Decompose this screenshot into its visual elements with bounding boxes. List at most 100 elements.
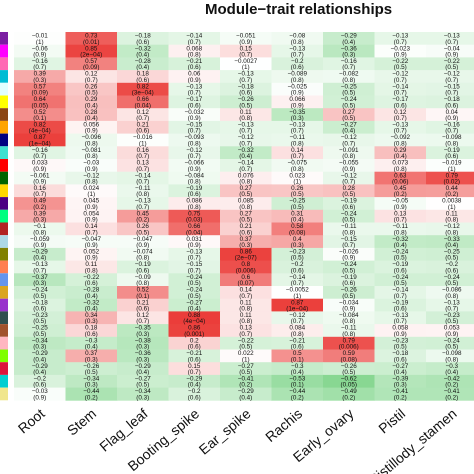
heatmap-cell — [117, 336, 169, 350]
cell-pvalue: (0.4) — [85, 306, 98, 313]
cell-correlation: 0.21 — [137, 122, 150, 129]
heatmap-cell — [65, 108, 118, 122]
cell-pvalue: (0.5) — [239, 217, 252, 224]
cell-correlation: −0.12 — [444, 223, 460, 230]
cell-pvalue: (0.9) — [445, 52, 458, 59]
cell-pvalue: (0.9) — [136, 242, 149, 249]
cell-correlation: 0.26 — [291, 185, 304, 192]
cell-correlation: −0.32 — [238, 147, 254, 154]
cell-pvalue: (0.5) — [291, 255, 304, 262]
cell-correlation: −0.15 — [444, 83, 460, 90]
cell-correlation: −0.15 — [186, 122, 202, 129]
heatmap-cell — [14, 171, 66, 185]
cell-correlation: −0.27 — [135, 376, 151, 383]
module-color-swatch — [0, 324, 8, 337]
heatmap-cell — [117, 171, 169, 185]
cell-pvalue: (0.9) — [342, 306, 355, 313]
heatmap-cell — [323, 349, 375, 363]
cell-correlation: −0.24 — [186, 287, 202, 294]
cell-correlation: −0.032 — [185, 109, 205, 116]
heatmap-cell — [374, 324, 427, 338]
cell-correlation: 0.11 — [240, 312, 252, 319]
heatmap-cell — [117, 247, 169, 261]
cell-correlation: −0.11 — [290, 134, 306, 141]
cell-pvalue: (0.7) — [445, 77, 458, 84]
cell-pvalue: (0.9) — [188, 115, 201, 122]
cell-pvalue: (0.4) — [85, 293, 98, 300]
cell-correlation: −0.084 — [185, 172, 205, 179]
heatmap-cell — [168, 108, 221, 122]
cell-pvalue: (0.5) — [394, 280, 407, 287]
module-color-swatch — [0, 197, 8, 210]
cell-pvalue: (2e−07) — [235, 255, 257, 262]
cell-correlation: 0.8 — [241, 261, 250, 268]
heatmap-cell — [426, 82, 474, 96]
heatmap-cell — [14, 184, 66, 198]
heatmap-cell — [323, 120, 375, 134]
heatmap-cell — [374, 44, 427, 58]
cell-correlation: 0.75 — [188, 210, 201, 217]
heatmap-cell — [220, 387, 272, 401]
cell-correlation: −0.12 — [392, 71, 408, 78]
cell-pvalue: (0.5) — [85, 369, 98, 376]
cell-correlation: −0.2 — [291, 58, 304, 65]
heatmap-cell — [426, 336, 474, 350]
heatmap-cell — [323, 146, 375, 160]
cell-correlation: −0.24 — [392, 249, 408, 256]
cell-correlation: −0.09 — [135, 274, 151, 281]
cell-pvalue: (1) — [293, 179, 301, 186]
cell-pvalue: (0.7) — [291, 318, 304, 325]
cell-correlation: −0.17 — [392, 96, 408, 103]
cell-correlation: 0.29 — [394, 147, 407, 154]
cell-correlation: 0.11 — [240, 109, 252, 116]
cell-pvalue: (0.7) — [239, 128, 252, 135]
module-color-swatch — [0, 286, 8, 299]
cell-correlation: −0.086 — [442, 287, 462, 294]
cell-pvalue: (0.9) — [33, 242, 46, 249]
heatmap-cell — [374, 235, 427, 249]
heatmap-cell — [14, 247, 66, 261]
cell-correlation: 0.18 — [137, 71, 150, 78]
heatmap-cell — [323, 108, 375, 122]
heatmap-cell — [220, 349, 272, 363]
heatmap-cell — [426, 324, 474, 338]
cell-pvalue: (0.9) — [188, 166, 201, 173]
cell-correlation: 0.6 — [241, 274, 250, 281]
cell-correlation: −0.27 — [238, 363, 254, 370]
heatmap-cell — [220, 82, 272, 96]
cell-pvalue: (0.5) — [291, 191, 304, 198]
cell-correlation: −0.14 — [135, 172, 151, 179]
cell-correlation: −0.32 — [135, 45, 151, 52]
heatmap-cell — [220, 273, 272, 287]
heatmap-cell — [117, 260, 169, 274]
heatmap-cell — [14, 336, 66, 350]
cell-pvalue: (0.8) — [136, 255, 149, 262]
cell-correlation: −0.06 — [32, 45, 48, 52]
heatmap-cell — [65, 311, 118, 325]
heatmap-cell — [117, 120, 169, 134]
cell-correlation: −0.14 — [238, 160, 254, 167]
cell-correlation: 0.14 — [240, 287, 253, 294]
heatmap-cell — [117, 374, 169, 388]
heatmap-cell — [271, 120, 324, 134]
heatmap-cell — [14, 374, 66, 388]
heatmap-cell — [220, 146, 272, 160]
heatmap-cell — [168, 70, 221, 84]
heatmap-cell — [426, 286, 474, 300]
heatmap-cell — [168, 95, 221, 109]
heatmap-cell — [168, 120, 221, 134]
cell-correlation: 0.86 — [240, 249, 253, 256]
cell-correlation: 0.15 — [240, 45, 253, 52]
heatmap-cell — [374, 374, 427, 388]
cell-correlation: −0.091 — [339, 147, 359, 154]
cell-correlation: −0.14 — [392, 83, 408, 90]
cell-correlation: −0.092 — [391, 134, 411, 141]
cell-correlation: −0.016 — [133, 134, 153, 141]
heatmap-cell — [323, 362, 375, 376]
cell-pvalue: (0.8) — [136, 191, 149, 198]
heatmap-cell — [374, 70, 427, 84]
cell-correlation: −0.04 — [444, 45, 460, 52]
heatmap-cell — [374, 362, 427, 376]
cell-correlation: −0.22 — [83, 274, 99, 281]
cell-correlation: −0.29 — [186, 376, 202, 383]
